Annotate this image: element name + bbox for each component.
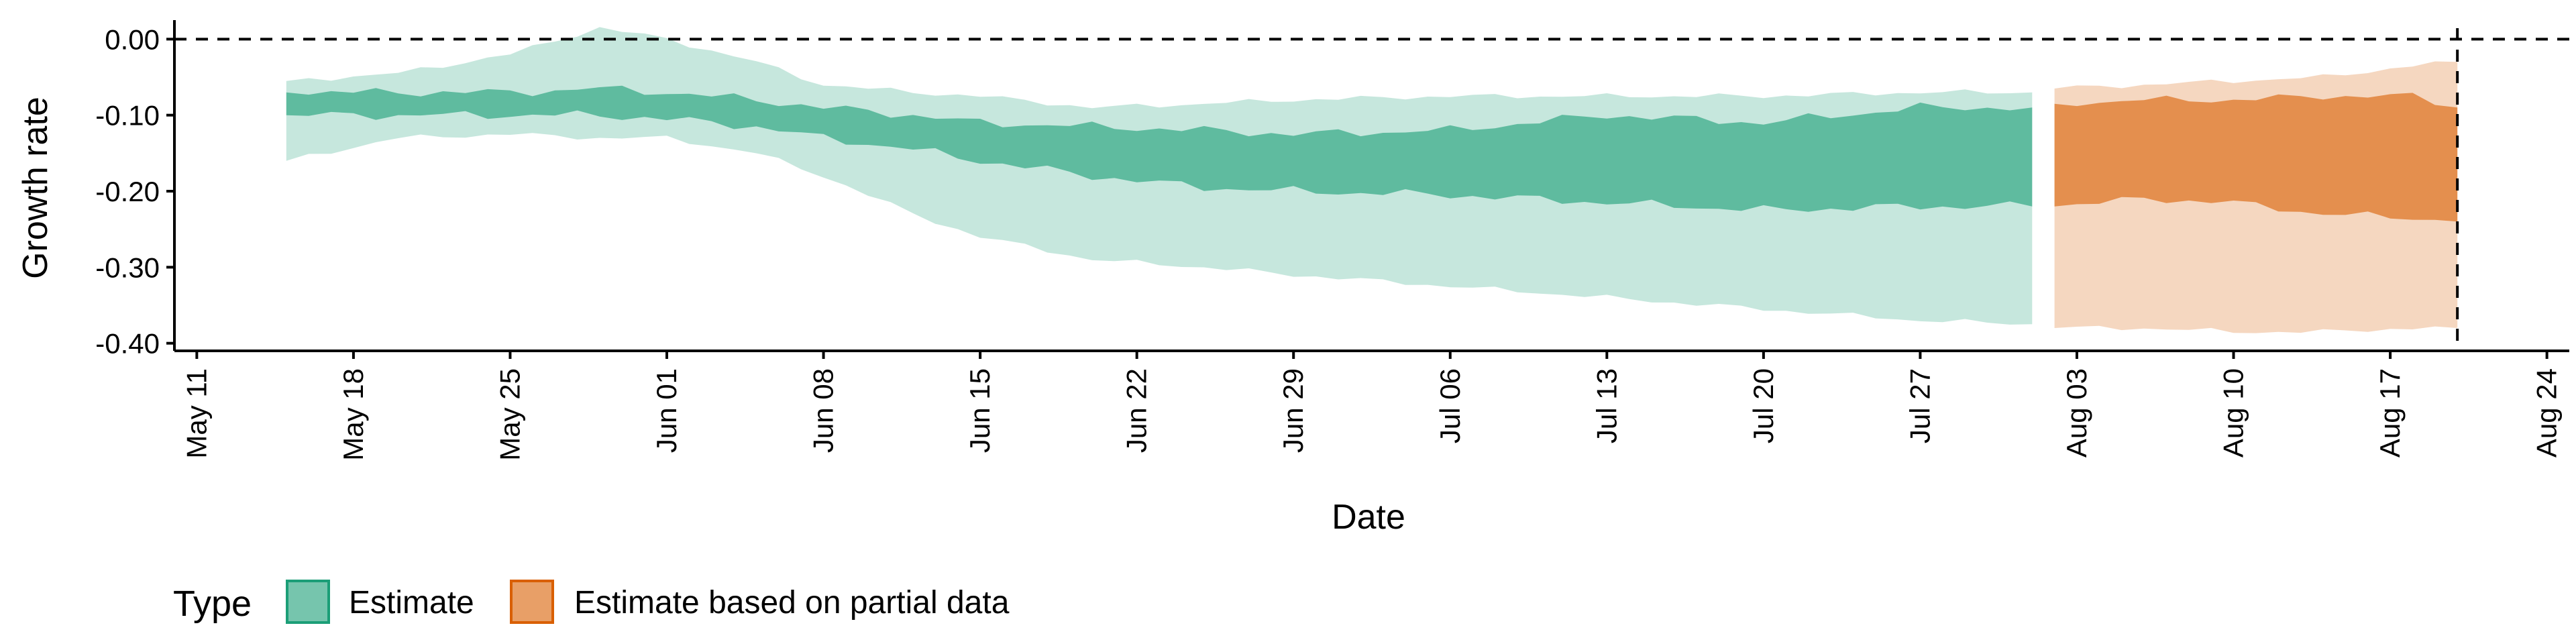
legend-title: Type (173, 584, 252, 624)
x-tick-label: May 18 (337, 368, 369, 461)
y-tick-label: -0.20 (95, 176, 160, 207)
y-axis-title: Growth rate (16, 97, 55, 279)
legend-key-partial (510, 580, 554, 624)
y-tick-label: -0.10 (95, 100, 160, 131)
x-tick-label: Jul 27 (1904, 368, 1935, 443)
x-tick-label: May 25 (494, 368, 526, 461)
x-tick-label: Jul 20 (1748, 368, 1779, 443)
x-tick-label: May 11 (180, 368, 212, 459)
x-tick-label: Jul 06 (1434, 368, 1466, 443)
x-tick-label: Jun 08 (808, 368, 839, 453)
axes (166, 20, 2569, 359)
y-tick-label: -0.30 (95, 252, 160, 283)
legend: Type Estimate Estimate based on partial … (173, 580, 1010, 624)
y-tick-label: -0.40 (95, 328, 160, 360)
x-tick-label: Jun 15 (964, 368, 996, 453)
legend-label-partial: Estimate based on partial data (574, 585, 1010, 621)
x-tick-label: Aug 17 (2374, 368, 2406, 458)
x-axis-title: Date (1332, 498, 1405, 537)
x-tick-label: Jun 29 (1277, 368, 1309, 453)
legend-label-estimate: Estimate (349, 585, 474, 621)
reference-lines (174, 28, 2569, 351)
x-tick-label: Jun 01 (651, 368, 682, 453)
y-tick-label: 0.00 (105, 23, 160, 55)
estimate-inner-band (286, 85, 2033, 212)
partial-inner-band (2054, 93, 2458, 222)
x-tick-label: Aug 10 (2218, 368, 2249, 458)
x-tick-label: Jun 22 (1121, 368, 1152, 453)
legend-key-estimate (286, 580, 330, 624)
x-tick-label: Aug 24 (2531, 368, 2563, 458)
x-tick-label: Jul 13 (1591, 368, 1622, 443)
tick-labels: 0.00 -0.10 -0.20 -0.30 -0.40 May 11 May 18 May … (95, 23, 2562, 460)
x-tick-label: Aug 03 (2061, 368, 2092, 458)
ribbon-layer (286, 27, 2458, 333)
